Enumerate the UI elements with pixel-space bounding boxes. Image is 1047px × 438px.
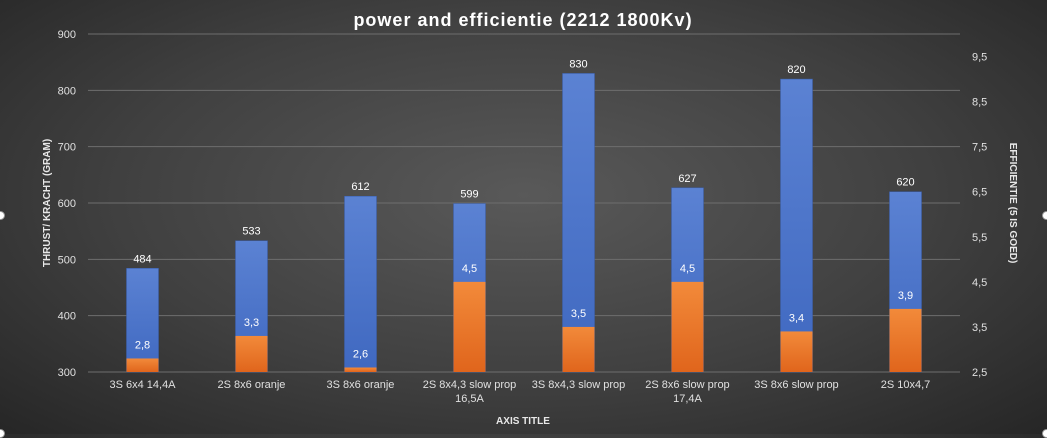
efficiency-data-label: 3,4 xyxy=(789,312,804,324)
y2-axis-title: EFFICIENTIE (5 IS GOED) xyxy=(1007,143,1018,264)
y2-tick-label: 7,5 xyxy=(972,142,987,154)
resize-handle-right[interactable] xyxy=(1042,211,1047,220)
efficiency-bar xyxy=(671,281,704,372)
x-tick-label: 2S 10x4,7 xyxy=(881,379,931,391)
y-tick-label: 500 xyxy=(58,254,76,266)
efficiency-bar xyxy=(889,308,922,372)
thrust-data-label: 627 xyxy=(678,173,696,185)
thrust-bar xyxy=(780,78,813,373)
y-tick-label: 700 xyxy=(58,142,76,154)
efficiency-bar xyxy=(453,281,486,372)
thrust-data-label: 599 xyxy=(460,189,478,201)
efficiency-data-label: 2,8 xyxy=(135,339,150,351)
efficiency-data-label: 4,5 xyxy=(680,263,695,275)
resize-handle-left[interactable] xyxy=(0,211,5,220)
efficiency-data-label: 3,9 xyxy=(898,290,913,302)
x-tick-label: 3S 8x6 oranje xyxy=(327,379,395,391)
efficiency-bar xyxy=(562,326,595,372)
y-tick-label: 300 xyxy=(58,367,76,379)
y2-tick-label: 3,5 xyxy=(972,322,987,334)
y-tick-label: 400 xyxy=(58,311,76,323)
efficiency-bar xyxy=(344,367,377,372)
thrust-data-label: 612 xyxy=(351,181,369,193)
thrust-bar xyxy=(562,73,595,373)
efficiency-bar xyxy=(235,335,268,372)
x-tick-label: 17,4A xyxy=(673,393,702,405)
x-tick-label: 2S 8x4,3 slow prop xyxy=(423,379,517,391)
thrust-data-label: 484 xyxy=(133,253,151,265)
efficiency-data-label: 2,6 xyxy=(353,348,368,360)
x-tick-label: 3S 8x4,3 slow prop xyxy=(532,379,626,391)
x-tick-label: 3S 8x6 slow prop xyxy=(754,379,838,391)
y2-tick-label: 5,5 xyxy=(972,232,987,244)
chart-title: power and efficientie (2212 1800Kv) xyxy=(353,10,692,30)
x-tick-label: 2S 8x6 slow prop xyxy=(645,379,729,391)
thrust-bar xyxy=(126,268,159,373)
efficiency-data-label: 3,3 xyxy=(244,317,259,329)
efficiency-data-label: 3,5 xyxy=(571,308,586,320)
thrust-bar xyxy=(344,195,377,373)
y2-tick-label: 8,5 xyxy=(972,97,987,109)
y-tick-label: 900 xyxy=(58,29,76,41)
thrust-data-label: 820 xyxy=(787,64,805,76)
y2-tick-label: 9,5 xyxy=(972,52,987,64)
x-axis-title: AXIS TITLE xyxy=(496,416,550,427)
y2-tick-label: 4,5 xyxy=(972,277,987,289)
efficiency-bar xyxy=(126,358,159,372)
thrust-data-label: 533 xyxy=(242,226,260,238)
efficiency-data-label: 4,5 xyxy=(462,263,477,275)
x-tick-label: 16,5A xyxy=(455,393,484,405)
y-axis-title: THRUST/ KRACHT (GRAM) xyxy=(42,139,53,267)
thrust-data-label: 620 xyxy=(896,177,914,189)
x-tick-label: 3S 6x4 14,4A xyxy=(109,379,176,391)
y2-tick-label: 6,5 xyxy=(972,187,987,199)
x-tick-label: 2S 8x6 oranje xyxy=(218,379,286,391)
y-tick-label: 600 xyxy=(58,198,76,210)
efficiency-bar xyxy=(780,331,813,372)
thrust-data-label: 830 xyxy=(569,58,587,70)
y2-tick-label: 2,5 xyxy=(972,367,987,379)
y-tick-label: 800 xyxy=(58,85,76,97)
